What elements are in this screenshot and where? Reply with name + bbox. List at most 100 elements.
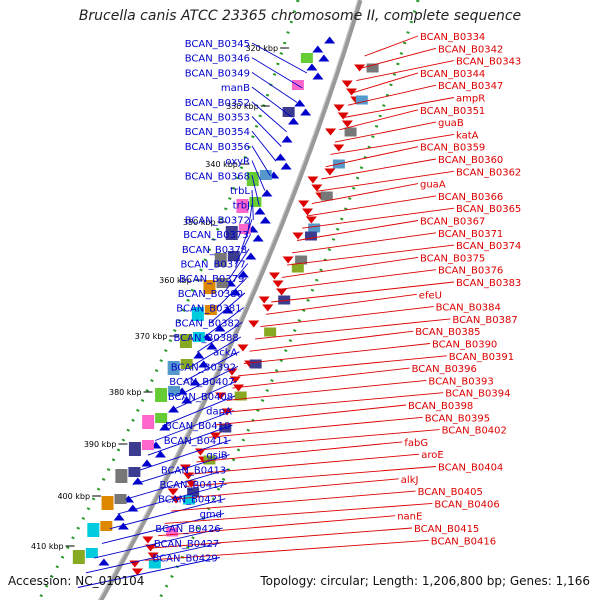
gene-leader-reverse: [164, 502, 433, 524]
reverse-gene-arrow: [209, 432, 221, 440]
gene-label-reverse: BCAN_B0384: [436, 303, 501, 314]
gene-leader-reverse: [190, 453, 420, 475]
forward-gene-block: [238, 224, 251, 234]
gene-label-forward: manB: [221, 83, 250, 94]
forward-gene-block: [214, 253, 227, 267]
scale-tick-label: 340 kbp: [205, 160, 238, 169]
gene-leader-reverse: [177, 478, 399, 500]
gene-label-forward: gmd: [200, 509, 222, 520]
gene-label-forward: BCAN_B0354: [185, 127, 250, 138]
gene-label-forward: BCAN_B0388: [173, 333, 238, 344]
forward-gene-arrow: [117, 522, 129, 530]
gene-label-forward: BCAN_B0379: [179, 274, 244, 285]
gene-label-reverse: BCAN_B0395: [425, 413, 490, 424]
forward-gene-block: [225, 226, 238, 240]
gene-leader-reverse: [276, 269, 437, 291]
reverse-gene-arrow: [333, 104, 345, 112]
reverse-gene-arrow: [276, 288, 288, 296]
gene-leader-forward: [125, 468, 229, 500]
reverse-gene-arrow: [302, 208, 314, 216]
reverse-gene-block: [187, 487, 200, 497]
inner-dotted-ring: [37, 0, 300, 600]
gene-label-reverse: BCAN_B0375: [420, 253, 485, 264]
scale-tick-label: 400 kbp: [57, 492, 90, 501]
gene-label-reverse: BCAN_B0367: [420, 217, 485, 228]
gene-label-reverse: BCAN_B0398: [408, 401, 473, 412]
forward-gene-arrow: [214, 324, 226, 332]
reverse-gene-arrow: [131, 568, 143, 576]
gene-label-forward: BCAN_B0352: [185, 98, 250, 109]
forward-gene-arrow: [141, 459, 153, 467]
forward-gene-arrow: [222, 306, 234, 314]
gene-label-reverse: BCAN_B0342: [438, 44, 503, 55]
forward-gene-arrow: [230, 288, 242, 296]
scale-tick-label: 360 kbp: [159, 276, 192, 285]
gene-leader-reverse: [352, 72, 419, 94]
reverse-gene-arrow: [341, 120, 353, 128]
reverse-gene-block: [148, 559, 161, 569]
gene-leader-reverse: [214, 404, 407, 426]
gene-label-forward: BCAN_B0380: [178, 289, 243, 300]
forward-gene-arrow: [159, 423, 171, 431]
reverse-gene-block: [183, 495, 195, 505]
reverse-gene-arrow: [262, 304, 274, 312]
gene-leader-reverse: [202, 429, 440, 451]
gene-leader-reverse: [286, 244, 455, 266]
gene-label-forward: gsiB: [206, 451, 227, 462]
gene-leader-forward: [117, 483, 227, 515]
gene-label-reverse: BCAN_B0376: [438, 266, 503, 277]
gene-leader-reverse: [243, 343, 431, 364]
forward-gene-block: [115, 469, 128, 483]
gene-leader-reverse: [334, 121, 437, 143]
forward-gene-block: [142, 415, 155, 429]
reverse-gene-arrow: [147, 552, 159, 560]
gene-label-reverse: BCAN_B0385: [415, 327, 480, 338]
backbone-arc: [97, 0, 363, 600]
forward-gene-block: [216, 278, 229, 288]
reverse-gene-arrow: [324, 168, 336, 176]
gene-leader-reverse: [271, 281, 455, 303]
forward-gene-block: [114, 494, 127, 504]
reverse-gene-arrow: [311, 184, 323, 192]
gene-leader-reverse: [360, 47, 437, 69]
gene-leader-forward: [203, 307, 244, 338]
gene-label-forward: BCAN_B0345: [185, 39, 250, 50]
gene-leader-forward: [251, 130, 277, 162]
gene-label-forward: BCAN_B0346: [185, 54, 250, 65]
gene-leader-forward: [251, 72, 298, 103]
gene-label-forward: BCAN_B0382: [175, 318, 240, 329]
forward-gene-arrow: [245, 252, 257, 260]
reverse-gene-block: [166, 527, 179, 537]
gene-label-forward: trbJ: [233, 201, 250, 212]
reverse-gene-block: [249, 359, 262, 369]
gene-leader-reverse: [292, 232, 437, 254]
gene-label-forward: BCAN_B0349: [185, 68, 250, 79]
reverse-gene-arrow: [185, 480, 197, 488]
reverse-gene-arrow: [232, 384, 244, 392]
gene-leader-reverse: [158, 515, 396, 537]
forward-gene-block: [128, 467, 141, 477]
reverse-gene-arrow: [298, 200, 310, 208]
gene-label-forward: BCAN_B0373: [183, 230, 248, 241]
forward-gene-arrow: [237, 270, 249, 278]
gene-label-reverse: guaA: [420, 180, 446, 191]
forward-gene-arrow: [193, 351, 205, 359]
reverse-gene-arrow: [142, 536, 154, 544]
gene-label-forward: BCAN_B0417: [159, 480, 224, 491]
forward-gene-block: [180, 359, 193, 369]
gene-label-forward: dapA: [206, 407, 232, 418]
forward-gene-block: [155, 388, 168, 402]
gene-leader-reverse: [330, 133, 455, 155]
forward-gene-arrow: [312, 45, 324, 53]
forward-gene-block: [236, 199, 249, 213]
forward-gene-block: [282, 107, 295, 117]
gene-label-reverse: BCAN_B0371: [438, 229, 503, 240]
reverse-gene-arrow: [354, 64, 366, 72]
forward-gene-arrow: [113, 513, 125, 521]
forward-gene-arrow: [300, 108, 312, 116]
reverse-gene-arrow: [272, 280, 284, 288]
gene-label-forward: BCAN_B0410: [165, 421, 230, 432]
gene-label-reverse: BCAN_B0402: [442, 426, 507, 437]
gene-leader-forward: [228, 248, 250, 280]
reverse-gene-block: [366, 63, 379, 73]
